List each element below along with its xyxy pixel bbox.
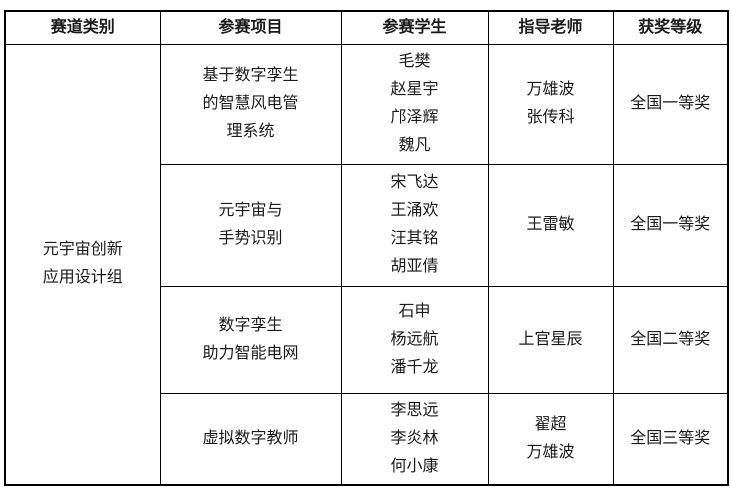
cell-project: 数字孪生助力智能电网 [159, 285, 342, 394]
text-line: 胡亚倩 [390, 258, 439, 275]
text-line: 元宇宙创新 [42, 241, 123, 259]
column-header-advisor: 指导老师 [487, 10, 614, 45]
awards-table: 赛道类别 参赛项目 参赛学生 指导老师 获奖等级 元宇宙创新应用设计组 基于数字… [4, 10, 729, 486]
text-line: 魏凡 [398, 137, 431, 154]
cell-advisors: 上官星辰 [487, 285, 614, 394]
text-line: 万雄波 [526, 81, 575, 98]
text-line: 手势识别 [218, 230, 283, 247]
cell-award: 全国一等奖 [612, 43, 729, 165]
text-line: 上官星辰 [518, 330, 583, 348]
text-line: 毛樊 [398, 53, 431, 70]
text-line: 应用设计组 [42, 269, 123, 287]
cell-advisors: 王雷敏 [487, 163, 614, 287]
cell-project: 虚拟数字教师 [159, 392, 342, 486]
text-line: 王涌欢 [390, 202, 439, 219]
text-line: 何小康 [390, 457, 439, 475]
text-line: 基于数字孪生 [202, 67, 299, 84]
text-line: 万雄波 [526, 443, 575, 461]
cell-project: 元宇宙与 手势识别 [159, 163, 342, 287]
text-line: 的智慧风电管 [202, 95, 299, 112]
table-header-row: 赛道类别 参赛项目 参赛学生 指导老师 获奖等级 [4, 10, 729, 45]
cell-track-category: 元宇宙创新应用设计组 [4, 43, 161, 486]
text-line: 赵星宇 [390, 81, 439, 98]
column-header-track-category: 赛道类别 [4, 10, 161, 45]
text-line: 张传科 [526, 109, 575, 126]
cell-project: 基于数字孪生 的智慧风电管 理系统 [159, 43, 342, 165]
cell-award: 全国一等奖 [612, 163, 729, 287]
cell-award: 全国三等奖 [612, 392, 729, 486]
text-line: 元宇宙与 [218, 202, 283, 219]
text-line: 李炎林 [390, 429, 439, 447]
text-line: 助力智能电网 [202, 344, 299, 362]
text-line: 邝泽辉 [390, 109, 439, 126]
text-line: 数字孪生 [218, 316, 283, 334]
text-line: 王雷敏 [526, 216, 575, 233]
text-line: 理系统 [226, 123, 275, 140]
table-row: 元宇宙创新应用设计组 基于数字孪生 的智慧风电管 理系统 毛樊赵星宇邝泽辉魏凡 万雄… [4, 43, 729, 486]
text-line: 虚拟数字教师 [202, 429, 299, 447]
text-line: 李思远 [390, 401, 439, 419]
cell-award: 全国二等奖 [612, 285, 729, 394]
cell-students: 石申 杨远航 潘千龙 [340, 285, 489, 394]
cell-students: 宋飞达王涌欢汪其铭胡亚倩 [340, 163, 489, 287]
column-header-project: 参赛项目 [159, 10, 342, 45]
text-line: 宋飞达 [390, 174, 439, 191]
cell-advisors: 万雄波 张传科 [487, 43, 614, 165]
text-line: 汪其铭 [390, 230, 439, 247]
cell-students: 李思远 李炎林 何小康 [340, 392, 489, 486]
text-line: 杨远航 [390, 330, 439, 348]
table-row: 数字孪生助力智能电网 石申杨远航潘千龙 上官星辰 全国二等奖 [5, 285, 729, 394]
cell-students: 毛樊赵星宇邝泽辉魏凡 [340, 43, 489, 165]
table-row: 虚拟数字教师 李思远李炎林何小康 翟超万雄波 全国三等奖 [5, 392, 729, 486]
column-header-award-level: 获奖等级 [612, 10, 729, 45]
column-header-students: 参赛学生 [340, 10, 489, 45]
text-line: 潘千龙 [390, 358, 439, 376]
cell-advisors: 翟超 万雄波 [487, 392, 614, 486]
text-line: 石申 [398, 302, 431, 320]
text-line: 翟超 [534, 415, 567, 433]
table-row: 元宇宙与手势识别 宋飞达王涌欢汪其铭胡亚倩 王雷敏 全国一等奖 [5, 163, 729, 287]
